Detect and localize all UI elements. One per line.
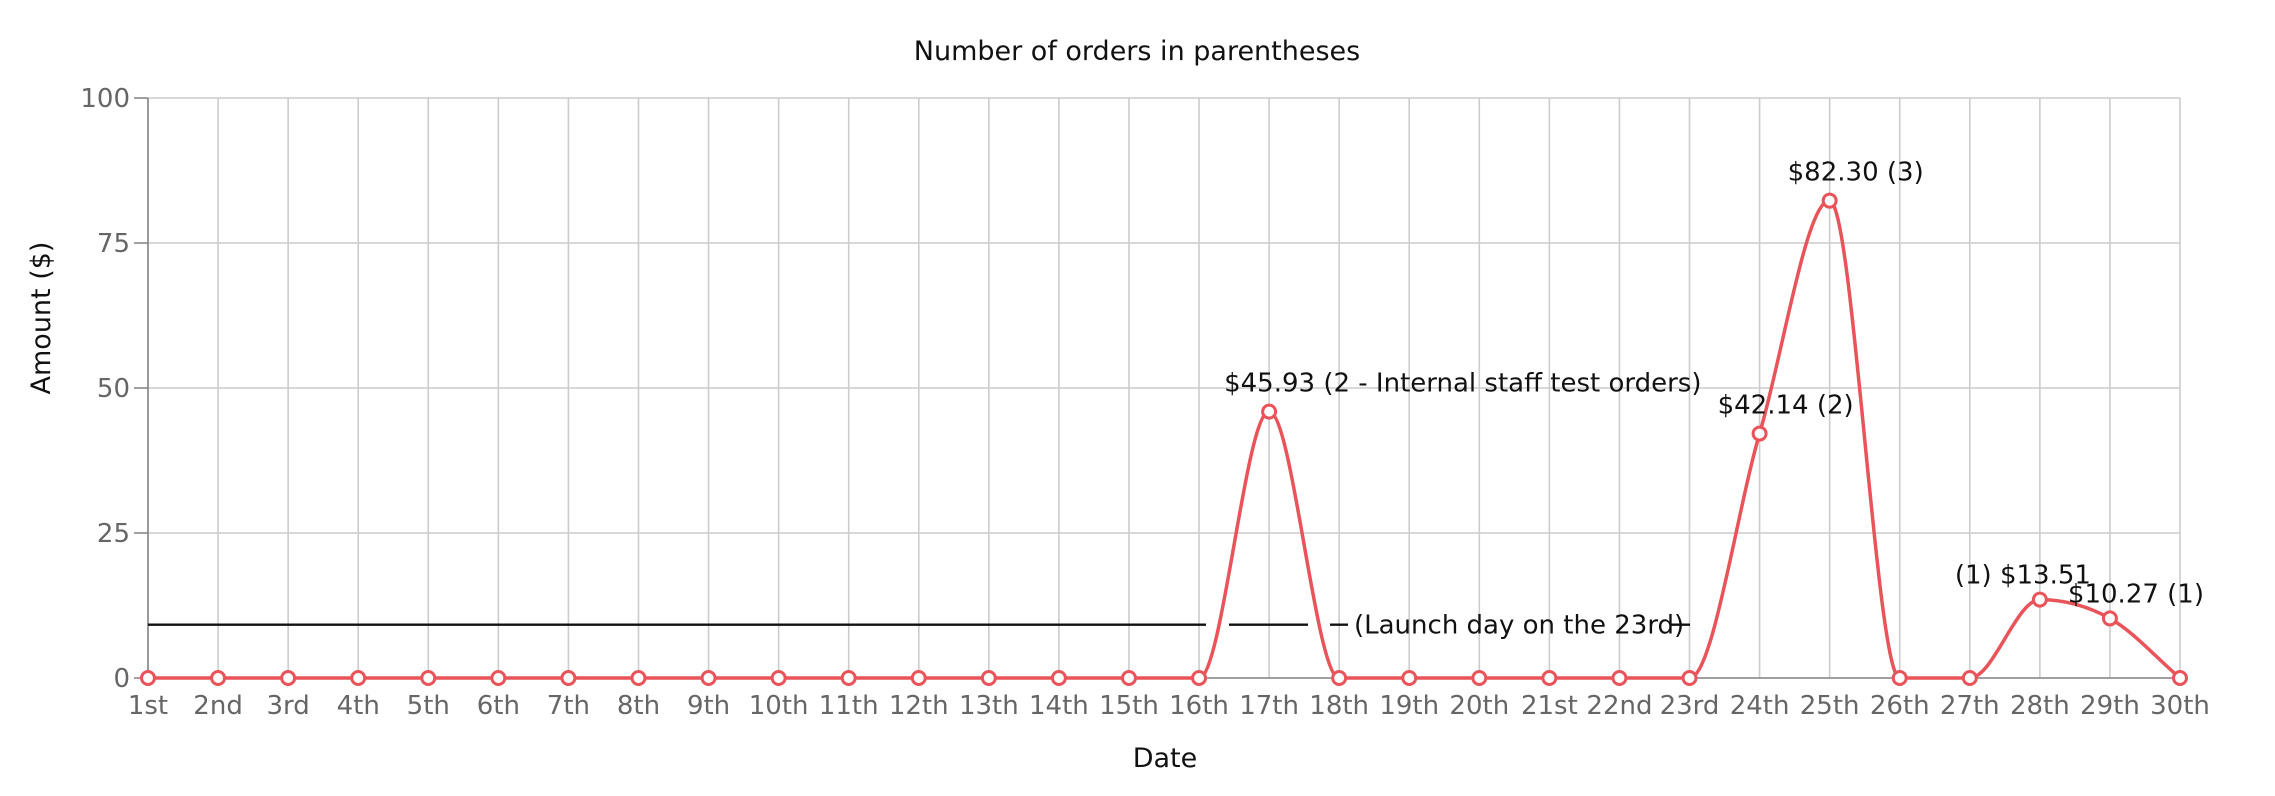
- data-point: [1471, 670, 1488, 686]
- data-point: [350, 670, 367, 686]
- annotation-label: (Launch day on the 23rd): [1354, 611, 1684, 641]
- data-point: [1050, 670, 1067, 686]
- data-point: [420, 670, 437, 686]
- data-point: [1821, 192, 1838, 209]
- data-point: [280, 670, 297, 686]
- data-label: $10.27 (1): [2068, 579, 2204, 609]
- x-tick-label: 26th: [1870, 691, 1930, 721]
- x-tick-label: 15th: [1099, 691, 1159, 721]
- data-point: [1120, 670, 1137, 686]
- data-point: [1891, 670, 1908, 686]
- data-point: [840, 670, 857, 686]
- data-point: [1751, 425, 1768, 442]
- x-tick-label: 5th: [407, 691, 450, 721]
- data-label: (1) $13.51: [1955, 561, 2091, 591]
- x-tick-label: 1st: [128, 691, 168, 721]
- data-point: [1401, 670, 1418, 686]
- x-tick-label: 29th: [2080, 691, 2140, 721]
- x-tick-label: 3rd: [266, 691, 309, 721]
- data-point: [1331, 670, 1348, 686]
- y-tick-label: 50: [97, 374, 130, 404]
- data-point: [2172, 670, 2188, 686]
- data-label: $45.93 (2 - Internal staff test orders): [1224, 369, 1701, 399]
- x-tick-label: 4th: [337, 691, 380, 721]
- data-point: [1611, 670, 1628, 686]
- annotation-layer: (Launch day on the 23rd): [148, 611, 1690, 641]
- x-tick-label: 13th: [959, 691, 1019, 721]
- x-axis-title: Date: [1133, 743, 1198, 774]
- data-point: [1541, 670, 1558, 686]
- y-tick-label: 25: [97, 519, 130, 549]
- y-tick-label: 75: [97, 229, 130, 259]
- x-tick-label: 10th: [749, 691, 809, 721]
- data-point: [700, 670, 717, 686]
- data-point: [1681, 670, 1698, 686]
- data-point: [1261, 403, 1278, 420]
- data-labels: $45.93 (2 - Internal staff test orders) $…: [1224, 158, 2204, 610]
- series-layer: [140, 192, 2188, 686]
- x-tick-label: 8th: [617, 691, 660, 721]
- data-point: [490, 670, 507, 686]
- data-point: [210, 670, 227, 686]
- data-label: $82.30 (3): [1788, 158, 1924, 188]
- x-tick-label: 19th: [1379, 691, 1439, 721]
- x-tick-label: 11th: [819, 691, 879, 721]
- x-tick-label: 17th: [1239, 691, 1299, 721]
- x-tick-label: 22nd: [1586, 691, 1652, 721]
- x-tick-label: 9th: [687, 691, 730, 721]
- x-tick-label: 24th: [1730, 691, 1790, 721]
- data-point: [630, 670, 647, 686]
- data-point: [560, 670, 577, 686]
- data-point: [2101, 610, 2118, 627]
- axes: 0 25 50 75 100 1st 2nd 3rd 4th 5th 6th 7th 8th 9th 10t…: [80, 84, 2210, 721]
- data-point: [770, 670, 787, 686]
- x-tick-label: 6th: [477, 691, 520, 721]
- y-tick-label: 0: [113, 664, 130, 694]
- data-point: [1961, 670, 1978, 686]
- x-tick-label: 27th: [1940, 691, 2000, 721]
- x-tick-label: 28th: [2010, 691, 2070, 721]
- chart-title: Number of orders in parentheses: [914, 36, 1360, 67]
- x-tick-label: 7th: [547, 691, 590, 721]
- data-point: [1191, 670, 1208, 686]
- x-tick-label: 30th: [2150, 691, 2210, 721]
- x-tick-label: 21st: [1521, 691, 1578, 721]
- series-line: [148, 198, 2182, 680]
- x-tick-label: 20th: [1449, 691, 1509, 721]
- x-tick-label: 14th: [1029, 691, 1089, 721]
- x-tick-label: 25th: [1800, 691, 1860, 721]
- x-tick-label: 18th: [1309, 691, 1369, 721]
- x-tick-label: 16th: [1169, 691, 1229, 721]
- data-point: [2031, 591, 2048, 608]
- x-tick-label: 23rd: [1660, 691, 1720, 721]
- x-tick-label: 2nd: [193, 691, 243, 721]
- data-point: [140, 670, 156, 686]
- data-point: [980, 670, 997, 686]
- y-tick-label: 100: [80, 84, 130, 114]
- y-axis-title: Amount ($): [26, 242, 57, 395]
- data-label: $42.14 (2): [1718, 391, 1854, 421]
- x-tick-label: 12th: [889, 691, 949, 721]
- data-point: [910, 670, 927, 686]
